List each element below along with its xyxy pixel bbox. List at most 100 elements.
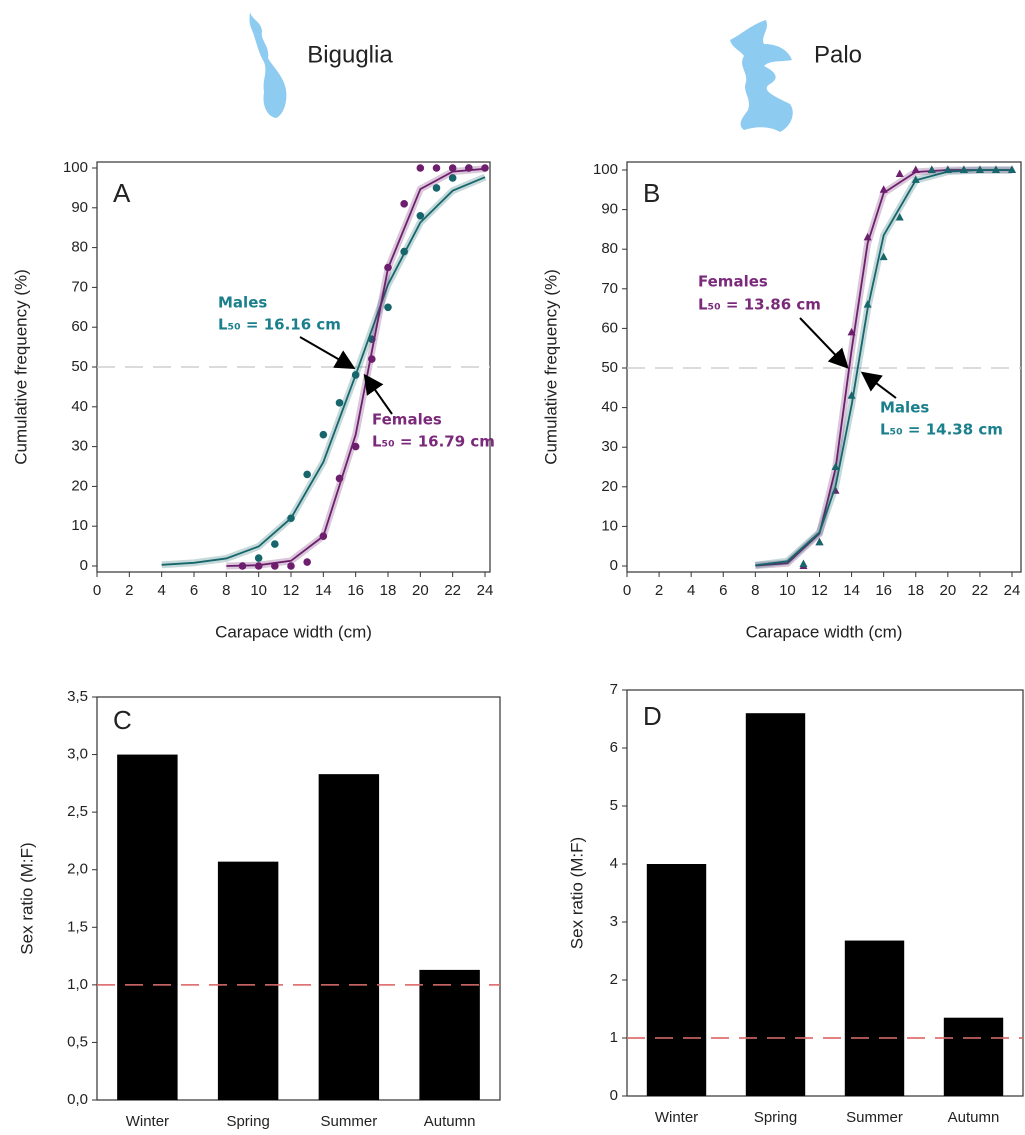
x-tick-label: 4 — [157, 582, 165, 599]
x-axis-title: Carapace width (cm) — [215, 622, 372, 641]
data-point — [432, 164, 441, 172]
y-tick-label: 100 — [593, 161, 618, 178]
site-title: Palo — [814, 41, 862, 68]
data-point — [335, 474, 344, 483]
lake-icon — [249, 12, 287, 118]
x-tick-label: Summer — [321, 1113, 378, 1130]
data-point — [975, 165, 984, 173]
panel-letter: D — [643, 701, 662, 731]
x-tick-label: Autumn — [424, 1113, 476, 1130]
x-tick-label: 6 — [190, 582, 198, 599]
x-tick-label: 14 — [843, 582, 860, 599]
x-tick-label: Winter — [126, 1113, 169, 1130]
data-point — [847, 327, 856, 336]
x-axis-title: Carapace width (cm) — [746, 622, 903, 641]
y-axis-title: Sex ratio (M:F) — [17, 842, 36, 954]
x-tick-label: 10 — [250, 582, 267, 599]
x-tick-label: 22 — [972, 582, 989, 599]
y-tick-label: 1,0 — [67, 976, 88, 993]
y-tick-label: 2,0 — [67, 861, 88, 878]
data-point — [911, 175, 920, 183]
annotation-name: Females — [372, 411, 442, 429]
data-point — [481, 164, 489, 172]
annotation-name: Females — [698, 273, 768, 291]
plot-frame — [626, 689, 1024, 1097]
y-tick-label: 90 — [71, 199, 88, 216]
x-tick-label: 4 — [687, 582, 695, 599]
bar — [646, 864, 707, 1096]
data-point — [351, 371, 360, 379]
fit-band — [161, 173, 487, 569]
x-tick-label: 16 — [347, 582, 364, 599]
data-point — [303, 470, 311, 479]
data-point — [400, 247, 408, 256]
y-tick-label: 0 — [610, 1087, 618, 1104]
x-tick-label: 20 — [412, 582, 429, 599]
data-point — [831, 462, 840, 470]
data-point — [991, 165, 1000, 173]
data-point — [416, 211, 425, 220]
x-tick-label: 22 — [444, 582, 461, 599]
data-point — [879, 252, 888, 261]
y-tick-label: 40 — [601, 399, 618, 416]
data-point — [927, 165, 936, 173]
y-tick-label: 90 — [601, 201, 618, 218]
y-tick-label: 100 — [63, 159, 88, 176]
data-point — [815, 537, 824, 546]
data-point — [384, 303, 392, 312]
bar — [217, 861, 279, 1100]
x-tick-label: 8 — [222, 582, 230, 599]
plot-frame — [626, 161, 1022, 573]
y-tick-label: 20 — [601, 478, 618, 495]
y-axis-title: Cumulative frequency (%) — [11, 269, 30, 465]
y-tick-label: 30 — [71, 438, 88, 455]
y-tick-label: 0,5 — [67, 1033, 88, 1050]
data-point — [384, 263, 392, 272]
data-point — [895, 213, 904, 221]
data-point — [238, 562, 247, 570]
data-point — [863, 232, 872, 241]
y-tick-label: 3 — [610, 913, 618, 930]
data-point — [271, 562, 279, 570]
x-tick-label: 20 — [939, 582, 956, 599]
x-tick-label: 14 — [315, 582, 332, 599]
x-tick-label: 6 — [719, 582, 727, 599]
annotation-arrow — [860, 371, 897, 399]
y-tick-label: 0 — [80, 557, 88, 574]
data-point — [319, 430, 328, 439]
x-tick-label: 24 — [477, 582, 494, 599]
y-tick-label: 10 — [601, 517, 618, 534]
y-axis-title: Cumulative frequency (%) — [541, 269, 560, 465]
data-point — [799, 559, 808, 568]
y-tick-label: 2,5 — [67, 803, 88, 820]
data-point — [254, 554, 263, 562]
data-point — [335, 399, 344, 407]
data-point — [448, 164, 457, 172]
x-tick-label: 12 — [283, 582, 300, 599]
data-point — [895, 169, 904, 177]
data-point — [863, 300, 872, 308]
x-tick-label: 24 — [1004, 582, 1021, 599]
lake-icon — [730, 20, 793, 132]
y-tick-label: 60 — [71, 318, 88, 335]
data-point — [416, 164, 425, 172]
annotation-name: Males — [880, 399, 929, 417]
annotation-l50: L₅₀ = 13.86 cm — [698, 296, 821, 314]
fit-line — [755, 169, 1012, 567]
data-point — [959, 165, 968, 173]
data-point — [879, 185, 888, 193]
y-tick-label: 3,0 — [67, 746, 88, 763]
bar — [117, 754, 178, 1100]
data-point — [911, 165, 920, 173]
data-point — [368, 355, 376, 363]
annotation-arrow — [363, 373, 393, 415]
data-point — [400, 200, 408, 208]
data-point — [448, 174, 457, 182]
fit-line — [226, 167, 486, 567]
y-tick-label: 30 — [601, 438, 618, 455]
y-tick-label: 1,5 — [67, 918, 88, 935]
annotation-l50: L₅₀ = 16.79 cm — [372, 433, 495, 451]
y-tick-label: 70 — [71, 278, 88, 295]
x-tick-label: 2 — [125, 582, 133, 599]
